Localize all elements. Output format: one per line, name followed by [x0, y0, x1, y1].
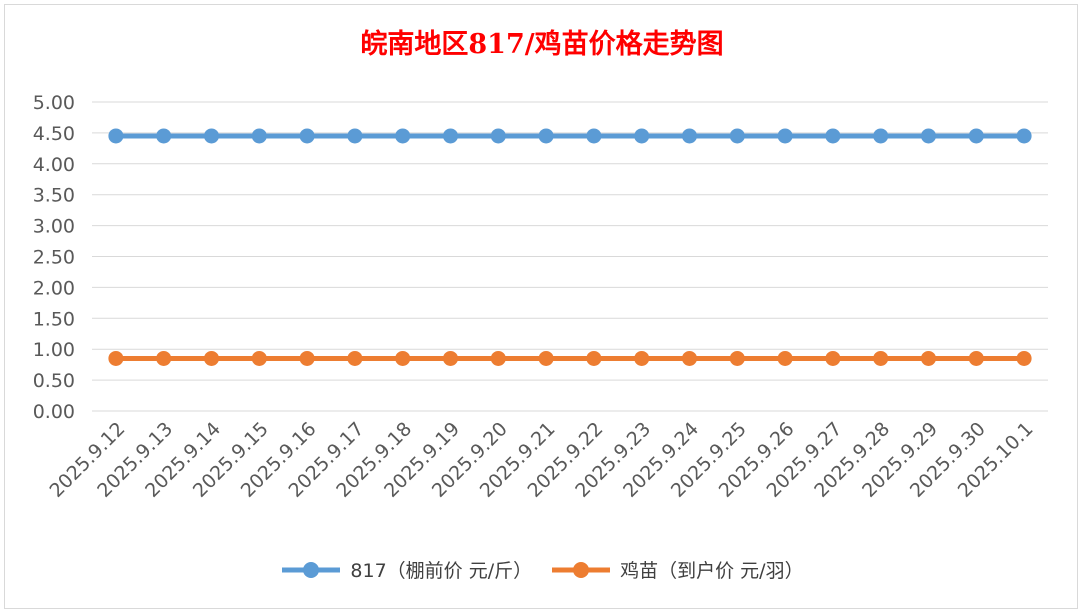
data-point-series-0 [634, 128, 650, 144]
data-point-series-1 [873, 350, 889, 366]
legend-swatch-817 [282, 561, 341, 578]
legend-label-chick: 鸡苗（到户价 元/羽） [620, 560, 804, 582]
data-point-series-1 [395, 350, 411, 366]
y-tick-label: 0.50 [33, 370, 75, 392]
legend: 817（棚前价 元/斤） 鸡苗（到户价 元/羽） [0, 556, 1084, 583]
data-point-series-1 [299, 350, 315, 366]
data-point-series-0 [108, 128, 124, 144]
data-point-series-0 [204, 128, 219, 144]
data-point-series-1 [251, 350, 267, 366]
data-point-series-0 [921, 128, 936, 144]
y-tick-label: 1.00 [33, 339, 75, 361]
data-point-series-1 [347, 350, 363, 366]
data-point-series-0 [682, 128, 697, 144]
chart-frame [4, 4, 1078, 609]
data-point-series-0 [443, 128, 458, 144]
data-point-series-0 [251, 128, 267, 144]
data-point-series-0 [825, 128, 841, 144]
y-tick-label: 3.50 [33, 185, 75, 207]
data-point-series-0 [968, 128, 984, 144]
data-point-series-1 [921, 350, 936, 366]
y-tick-label: 2.50 [33, 247, 75, 269]
y-tick-label: 4.50 [33, 123, 75, 145]
data-point-series-0 [299, 128, 315, 144]
y-tick-label: 4.00 [33, 154, 75, 176]
y-tick-label: 2.00 [33, 277, 75, 299]
y-tick-label: 1.50 [33, 308, 75, 330]
data-point-series-1 [729, 350, 745, 366]
data-point-series-0 [490, 128, 506, 144]
y-tick-label: 3.00 [33, 216, 75, 238]
data-point-series-0 [538, 128, 554, 144]
data-point-series-0 [1016, 128, 1032, 144]
legend-item-817[interactable]: 817（棚前价 元/斤） [280, 556, 532, 583]
data-point-series-1 [538, 350, 554, 366]
data-point-series-1 [586, 350, 602, 366]
y-tick-label: 0.00 [33, 401, 75, 423]
data-point-series-0 [395, 128, 411, 144]
data-point-series-1 [204, 350, 219, 366]
data-point-series-1 [1016, 350, 1032, 366]
data-point-series-0 [873, 128, 889, 144]
data-point-series-0 [729, 128, 745, 144]
data-point-series-1 [443, 350, 458, 366]
legend-label-817: 817（棚前价 元/斤） [350, 560, 533, 582]
chart-title: 皖南地区817/鸡苗价格走势图 [360, 29, 724, 60]
legend-swatch-chick [552, 561, 611, 578]
data-point-series-1 [825, 350, 841, 366]
data-point-series-1 [108, 350, 124, 366]
data-point-series-1 [490, 350, 506, 366]
y-tick-label: 5.00 [33, 92, 75, 114]
data-point-series-0 [777, 128, 793, 144]
data-point-series-1 [777, 350, 793, 366]
data-point-series-0 [347, 128, 363, 144]
data-point-series-1 [156, 350, 172, 366]
data-point-series-0 [156, 128, 172, 144]
data-point-series-1 [682, 350, 697, 366]
data-point-series-0 [586, 128, 602, 144]
legend-item-chick[interactable]: 鸡苗（到户价 元/羽） [550, 556, 804, 583]
data-point-series-1 [634, 350, 650, 366]
data-point-series-1 [968, 350, 984, 366]
